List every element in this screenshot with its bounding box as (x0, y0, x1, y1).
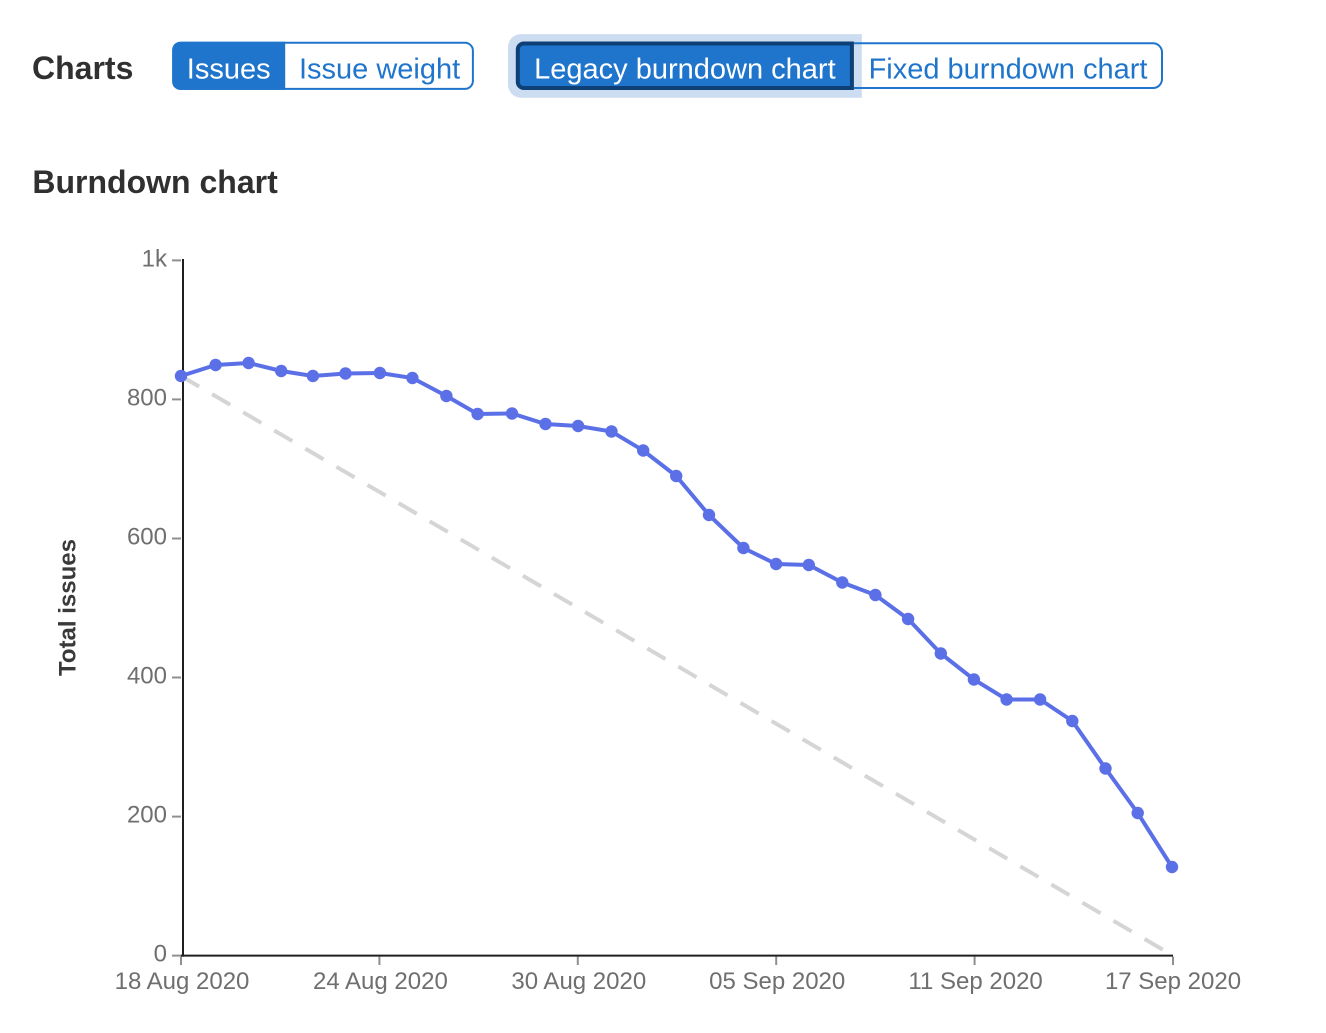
svg-text:Fixed burndown chart: Fixed burndown chart (869, 53, 1148, 85)
svg-text:Burndown chart: Burndown chart (32, 164, 278, 200)
svg-text:18 Aug 2020: 18 Aug 2020 (115, 968, 250, 995)
svg-text:1k: 1k (142, 245, 168, 272)
svg-text:Charts: Charts (32, 50, 133, 86)
svg-text:600: 600 (127, 524, 167, 551)
svg-text:Issues: Issues (187, 53, 271, 85)
svg-text:400: 400 (127, 663, 167, 690)
svg-text:24 Aug 2020: 24 Aug 2020 (313, 968, 448, 995)
svg-text:800: 800 (127, 384, 167, 411)
svg-text:30 Aug 2020: 30 Aug 2020 (511, 968, 646, 995)
svg-text:Legacy burndown chart: Legacy burndown chart (534, 53, 835, 85)
svg-text:05 Sep 2020: 05 Sep 2020 (709, 968, 845, 995)
svg-text:11 Sep 2020: 11 Sep 2020 (908, 968, 1042, 995)
svg-text:Issue weight: Issue weight (299, 53, 460, 85)
svg-text:0: 0 (154, 941, 167, 968)
svg-text:Total issues: Total issues (55, 539, 82, 676)
svg-text:200: 200 (127, 802, 167, 829)
svg-text:17 Sep 2020: 17 Sep 2020 (1105, 968, 1241, 995)
